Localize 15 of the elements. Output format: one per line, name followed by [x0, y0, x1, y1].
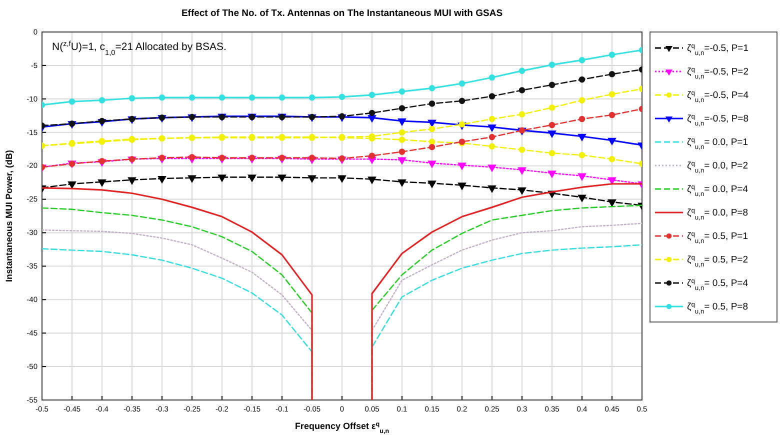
legend-label: ζ$^{q}$$_{u,n}$= 0.0, P=1 — [687, 136, 748, 150]
chart-title: Effect of The No. of Tx. Antennas on The Instantaneous MUI with GSAS — [181, 8, 503, 19]
annotation: N($^{z,f}$U)=1, c$_{1,0}$=21 Allocated by BSAS. — [52, 38, 226, 56]
legend-label: ζ$^{q}$$_{u,n}$=-0.5, P=8 — [687, 113, 749, 127]
legend-label: ζ$^{q}$$_{u,n}$= 0.0, P=4 — [687, 184, 748, 198]
legend-label: ζ$^{q}$$_{u,n}$= 0.5, P=4 — [687, 278, 748, 292]
legend-label: ζ$^{q}$$_{u,n}$=-0.5, P=1 — [687, 42, 749, 56]
y-axis-title: Instantaneous MUI Power, (dB) — [4, 150, 14, 282]
legend-label: ζ$^{q}$$_{u,n}$=-0.5, P=2 — [687, 66, 749, 80]
legend-label: ζ$^{q}$$_{u,n}$= 0.0, P=8 — [687, 207, 748, 221]
legend-label: ζ$^{q}$$_{u,n}$= 0.5, P=8 — [687, 301, 748, 315]
legend-label: ζ$^{q}$$_{u,n}$=-0.5, P=4 — [687, 90, 749, 104]
legend-label: ζ$^{q}$$_{u,n}$= 0.0, P=2 — [687, 160, 748, 174]
legend-label: ζ$^{q}$$_{u,n}$= 0.5, P=1 — [687, 230, 748, 244]
legend-label: ζ$^{q}$$_{u,n}$= 0.5, P=2 — [687, 254, 748, 268]
